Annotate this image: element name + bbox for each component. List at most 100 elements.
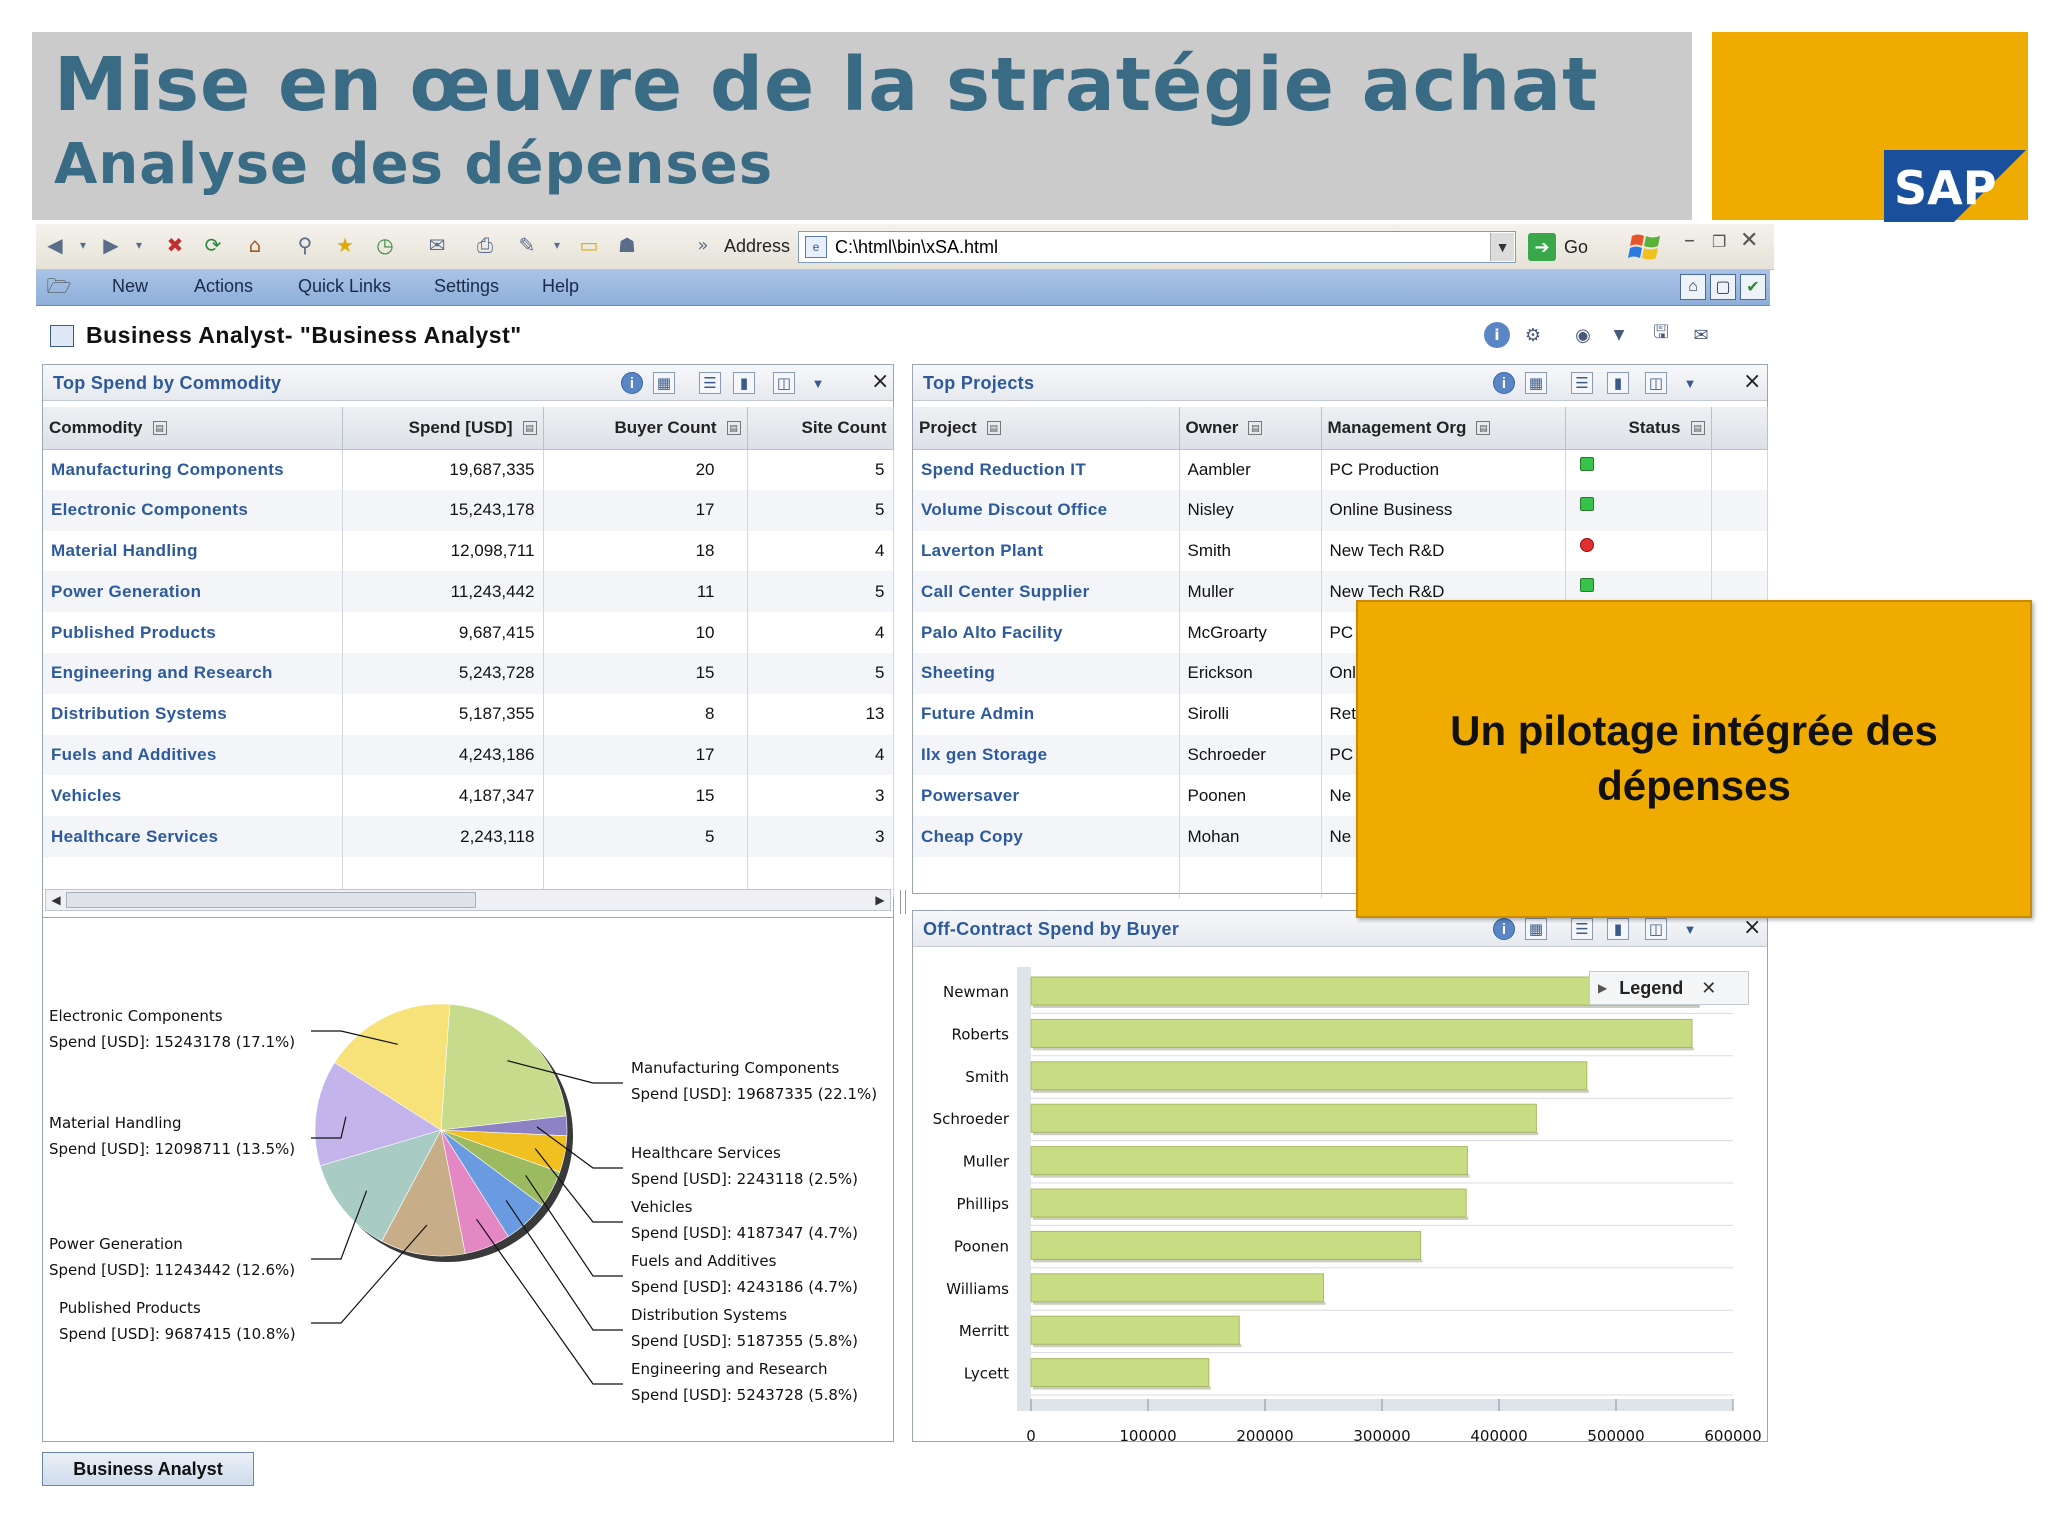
- settings-icon[interactable]: ▦: [653, 372, 675, 394]
- view-dropdown-icon[interactable]: ▼: [1683, 921, 1697, 937]
- tab-business-analyst[interactable]: Business Analyst: [42, 1452, 254, 1486]
- combined-view-icon[interactable]: ◫: [773, 372, 795, 394]
- col-management-org[interactable]: Management Org ▤: [1321, 407, 1566, 450]
- print-icon[interactable]: ⎙: [477, 233, 493, 257]
- commodity-link[interactable]: Electronic Components: [43, 489, 343, 531]
- pie-slice-power-generation[interactable]: [319, 1129, 442, 1242]
- table-view-icon[interactable]: ☰: [699, 372, 721, 394]
- mail-icon[interactable]: ✉: [428, 233, 446, 257]
- table-row[interactable]: Spend Reduction IT Aambler PC Production: [913, 449, 1768, 490]
- commodity-link[interactable]: Published Products: [43, 612, 343, 653]
- scroll-thumb[interactable]: [66, 892, 476, 908]
- toolbar-chevron-icon[interactable]: »: [697, 234, 709, 256]
- pie-slice-published-products[interactable]: [381, 1129, 466, 1257]
- messenger-icon[interactable]: ☗: [618, 233, 636, 257]
- legend-toggle[interactable]: ▶ Legend ✕: [1589, 971, 1749, 1005]
- col-project[interactable]: Project ▤: [913, 407, 1180, 450]
- project-link[interactable]: Laverton Plant: [913, 530, 1180, 572]
- edit-dropdown-icon[interactable]: ▾: [553, 238, 561, 252]
- bar-lycett[interactable]: [1030, 1358, 1210, 1388]
- view-dropdown-icon[interactable]: ▼: [1683, 375, 1697, 391]
- refresh-icon[interactable]: ⟳: [204, 233, 222, 257]
- screenshot-icon[interactable]: ◉: [1575, 324, 1591, 346]
- info-icon[interactable]: i: [621, 372, 643, 394]
- settings-icon[interactable]: ▦: [1525, 918, 1547, 940]
- bar-poonen[interactable]: [1030, 1230, 1422, 1260]
- bar-roberts[interactable]: [1030, 1018, 1693, 1048]
- combined-view-icon[interactable]: ◫: [1645, 372, 1667, 394]
- panel-close-icon[interactable]: ×: [871, 369, 890, 394]
- commodity-link[interactable]: Engineering and Research: [43, 652, 343, 694]
- table-row[interactable]: Electronic Components 15,243,178 17 5: [43, 489, 894, 531]
- project-link[interactable]: Cheap Copy: [913, 816, 1180, 857]
- folder-icon[interactable]: 🗁: [46, 274, 72, 298]
- menu-actions[interactable]: Actions: [194, 276, 254, 296]
- table-row[interactable]: Distribution Systems 5,187,355 8 13: [43, 693, 894, 735]
- project-link[interactable]: Powersaver: [913, 775, 1180, 817]
- bar-newman[interactable]: [1030, 976, 1699, 1006]
- legend-expand-icon[interactable]: ▶: [1598, 981, 1608, 995]
- panel-splitter[interactable]: [900, 890, 906, 914]
- menu-help[interactable]: Help: [542, 276, 580, 296]
- search-icon[interactable]: ⚲: [297, 233, 313, 257]
- discuss-icon[interactable]: ▭: [579, 233, 599, 257]
- commodity-link[interactable]: Healthcare Services: [43, 816, 343, 857]
- commodity-link[interactable]: Manufacturing Components: [43, 449, 343, 490]
- project-link[interactable]: Palo Alto Facility: [913, 612, 1180, 653]
- bar-williams[interactable]: [1030, 1273, 1324, 1303]
- home-icon[interactable]: ⌂: [248, 233, 262, 257]
- back-icon[interactable]: ◀: [47, 233, 63, 257]
- table-row[interactable]: Published Products 9,687,415 10 4: [43, 612, 894, 653]
- table-row[interactable]: Material Handling 12,098,711 18 4: [43, 530, 894, 572]
- table-row[interactable]: Laverton Plant Smith New Tech R&D: [913, 530, 1768, 572]
- col-owner[interactable]: Owner ▤: [1179, 407, 1322, 450]
- table-row[interactable]: Volume Discout Office Nisley Online Busine…: [913, 489, 1768, 531]
- edit-icon[interactable]: ✎: [518, 233, 536, 257]
- col-spend[interactable]: Spend [USD] ▤: [342, 407, 544, 450]
- settings-icon[interactable]: ▦: [1525, 372, 1547, 394]
- screenshot-dropdown-icon[interactable]: ▼: [1613, 327, 1625, 343]
- table-row[interactable]: Healthcare Services 2,243,118 5 3: [43, 816, 894, 857]
- project-link[interactable]: Ilx gen Storage: [913, 734, 1180, 776]
- legend-close-icon[interactable]: ✕: [1701, 977, 1717, 998]
- fullscreen-icon[interactable]: ▢: [1710, 274, 1736, 300]
- project-link[interactable]: Call Center Supplier: [913, 571, 1180, 613]
- personalize-icon[interactable]: ⚙: [1524, 324, 1542, 346]
- minimize-icon[interactable]: –: [1684, 228, 1695, 253]
- bar-phillips[interactable]: [1030, 1188, 1467, 1218]
- scroll-right-icon[interactable]: ▶: [875, 893, 885, 907]
- horizontal-scrollbar[interactable]: ◀ ▶: [45, 889, 891, 911]
- table-row[interactable]: Fuels and Additives 4,243,186 17 4: [43, 734, 894, 776]
- pie-slice-material-handling[interactable]: [314, 1062, 442, 1167]
- info-icon[interactable]: i: [1484, 322, 1510, 348]
- address-input[interactable]: e C:\html\bin\xSA.html: [798, 231, 1516, 263]
- panel-close-icon[interactable]: ×: [1743, 369, 1762, 394]
- menu-quick-links[interactable]: Quick Links: [298, 276, 392, 296]
- menu-new[interactable]: New: [112, 276, 149, 296]
- menu-settings[interactable]: Settings: [434, 276, 500, 296]
- table-row[interactable]: Power Generation 11,243,442 11 5: [43, 571, 894, 613]
- col-buyer-count[interactable]: Buyer Count ▤: [543, 407, 748, 450]
- checkbox-icon[interactable]: ✔: [1740, 274, 1766, 300]
- project-link[interactable]: Future Admin: [913, 693, 1180, 735]
- email-icon[interactable]: ✉: [1693, 324, 1709, 346]
- commodity-link[interactable]: Distribution Systems: [43, 693, 343, 735]
- table-row[interactable]: Manufacturing Components 19,687,335 20 5: [43, 449, 894, 490]
- stop-icon[interactable]: ✖: [166, 233, 184, 257]
- bar-schroeder[interactable]: [1030, 1103, 1537, 1133]
- address-dropdown-icon[interactable]: ▼: [1490, 233, 1514, 261]
- table-view-icon[interactable]: ☰: [1571, 918, 1593, 940]
- commodity-link[interactable]: Power Generation: [43, 571, 343, 613]
- restore-icon[interactable]: ❐: [1712, 232, 1727, 251]
- history-icon[interactable]: ◷: [376, 233, 394, 257]
- table-row[interactable]: Vehicles 4,187,347 15 3: [43, 775, 894, 817]
- chart-view-icon[interactable]: ▮: [1607, 372, 1629, 394]
- chart-view-icon[interactable]: ▮: [733, 372, 755, 394]
- project-link[interactable]: Sheeting: [913, 652, 1180, 694]
- project-link[interactable]: Spend Reduction IT: [913, 449, 1180, 490]
- pie-slice-manufacturing-components[interactable]: [440, 1003, 567, 1131]
- panel-close-icon[interactable]: ×: [1743, 915, 1762, 940]
- forward-icon[interactable]: ▶: [103, 233, 119, 257]
- bar-smith[interactable]: [1030, 1061, 1588, 1091]
- view-dropdown-icon[interactable]: ▼: [811, 375, 825, 391]
